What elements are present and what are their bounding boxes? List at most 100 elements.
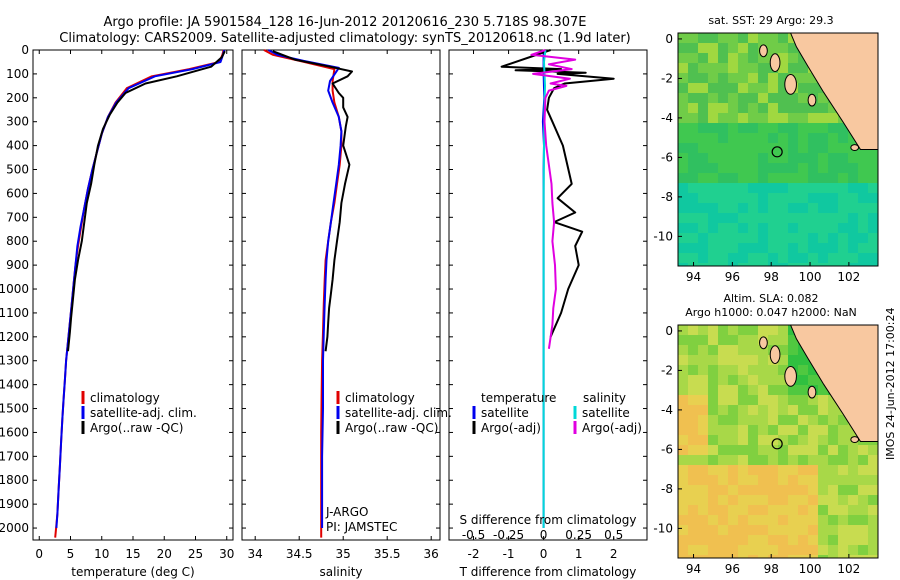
map-cell [738, 395, 748, 405]
map-cell [798, 83, 808, 93]
map-cell [838, 133, 848, 143]
map-cell [688, 515, 698, 525]
map-cell [688, 425, 698, 435]
map-cell [828, 153, 838, 163]
series-line-climatology [54, 49, 225, 538]
map-cell [738, 445, 748, 455]
map-cell [818, 465, 828, 475]
legend-label-satellite: satellite-adj. clim. [90, 406, 197, 420]
map-cell [738, 485, 748, 495]
map-cell [808, 405, 818, 415]
map-cell [688, 335, 698, 345]
map-cell [828, 505, 838, 515]
map-cell [868, 183, 878, 193]
map-cell [778, 193, 788, 203]
x-tick-label: 0 [35, 547, 43, 561]
map-cell [768, 123, 778, 133]
difference-legend: temperature salinity satellite Argo(-adj… [472, 391, 642, 435]
map-cell [748, 203, 758, 213]
map-cell [798, 163, 808, 173]
map-cell [728, 465, 738, 475]
map-x-tick-label: 102 [837, 270, 860, 284]
map-cell [688, 435, 698, 445]
map-cell [718, 103, 728, 113]
map-cell [748, 335, 758, 345]
map-cell [798, 395, 808, 405]
map-cell [828, 123, 838, 133]
map-cell [818, 243, 828, 253]
map-cell [858, 525, 868, 535]
map-cell [698, 405, 708, 415]
map-cell [768, 203, 778, 213]
map-cell [868, 505, 878, 515]
legend-heading-salinity: salinity [583, 391, 626, 405]
map-cell [728, 505, 738, 515]
map-cell [768, 475, 778, 485]
map-cell [778, 385, 788, 395]
map-cell [688, 325, 698, 335]
map-cell [758, 83, 768, 93]
map-cell [708, 233, 718, 243]
map-cell [758, 375, 768, 385]
map-cell [738, 243, 748, 253]
map-cell [708, 53, 718, 63]
map-cell [678, 485, 688, 495]
map-cell [738, 415, 748, 425]
temperature-panel: 0100200300400500600700800900100011001200… [0, 43, 234, 561]
map-cell [698, 93, 708, 103]
map-cell [718, 525, 728, 535]
map-cell [738, 325, 748, 335]
map-cell [798, 103, 808, 113]
map-cell [768, 325, 778, 335]
map-cell [678, 133, 688, 143]
map-cell [738, 515, 748, 525]
map-cell [688, 405, 698, 415]
map-cell [788, 183, 798, 193]
map-cell [808, 203, 818, 213]
map-cell [788, 455, 798, 465]
map-y-tick-label: -6 [661, 442, 673, 456]
map-cell [688, 153, 698, 163]
map-cell [778, 93, 788, 103]
map-cell [698, 445, 708, 455]
s-tick-label: 0 [540, 528, 548, 542]
map-cell [678, 43, 688, 53]
map-cell [758, 325, 768, 335]
map-cell [828, 143, 838, 153]
map-cell [698, 173, 708, 183]
map-cell [838, 525, 848, 535]
map-cell [698, 33, 708, 43]
map-cell [758, 143, 768, 153]
map-cell [708, 545, 718, 555]
map-cell [778, 345, 788, 355]
map-cell [688, 203, 698, 213]
map-cell [828, 133, 838, 143]
map-cell [738, 143, 748, 153]
map-cell [738, 213, 748, 223]
map-cell [718, 163, 728, 173]
depth-tick-label: 400 [6, 139, 29, 153]
map-cell [718, 555, 728, 558]
map-cell [688, 535, 698, 545]
map-cell [848, 263, 858, 266]
map-cell [708, 153, 718, 163]
map-cell [688, 123, 698, 133]
map-cell [788, 213, 798, 223]
map-cell [758, 465, 768, 475]
map-cell [758, 113, 768, 123]
map-cell [738, 535, 748, 545]
map-cell [748, 103, 758, 113]
map-cell [688, 455, 698, 465]
depth-tick-label: 600 [6, 186, 29, 200]
depth-tick-label: 1900 [0, 497, 29, 511]
map-cell [808, 455, 818, 465]
map-cell [748, 153, 758, 163]
map-cell [848, 555, 858, 558]
map-cell [828, 163, 838, 173]
map-cell [678, 223, 688, 233]
map-cell [758, 525, 768, 535]
map-cell [698, 525, 708, 535]
map-y-tick-label: -10 [653, 229, 673, 243]
map-cell [778, 545, 788, 555]
map-cell [848, 465, 858, 475]
